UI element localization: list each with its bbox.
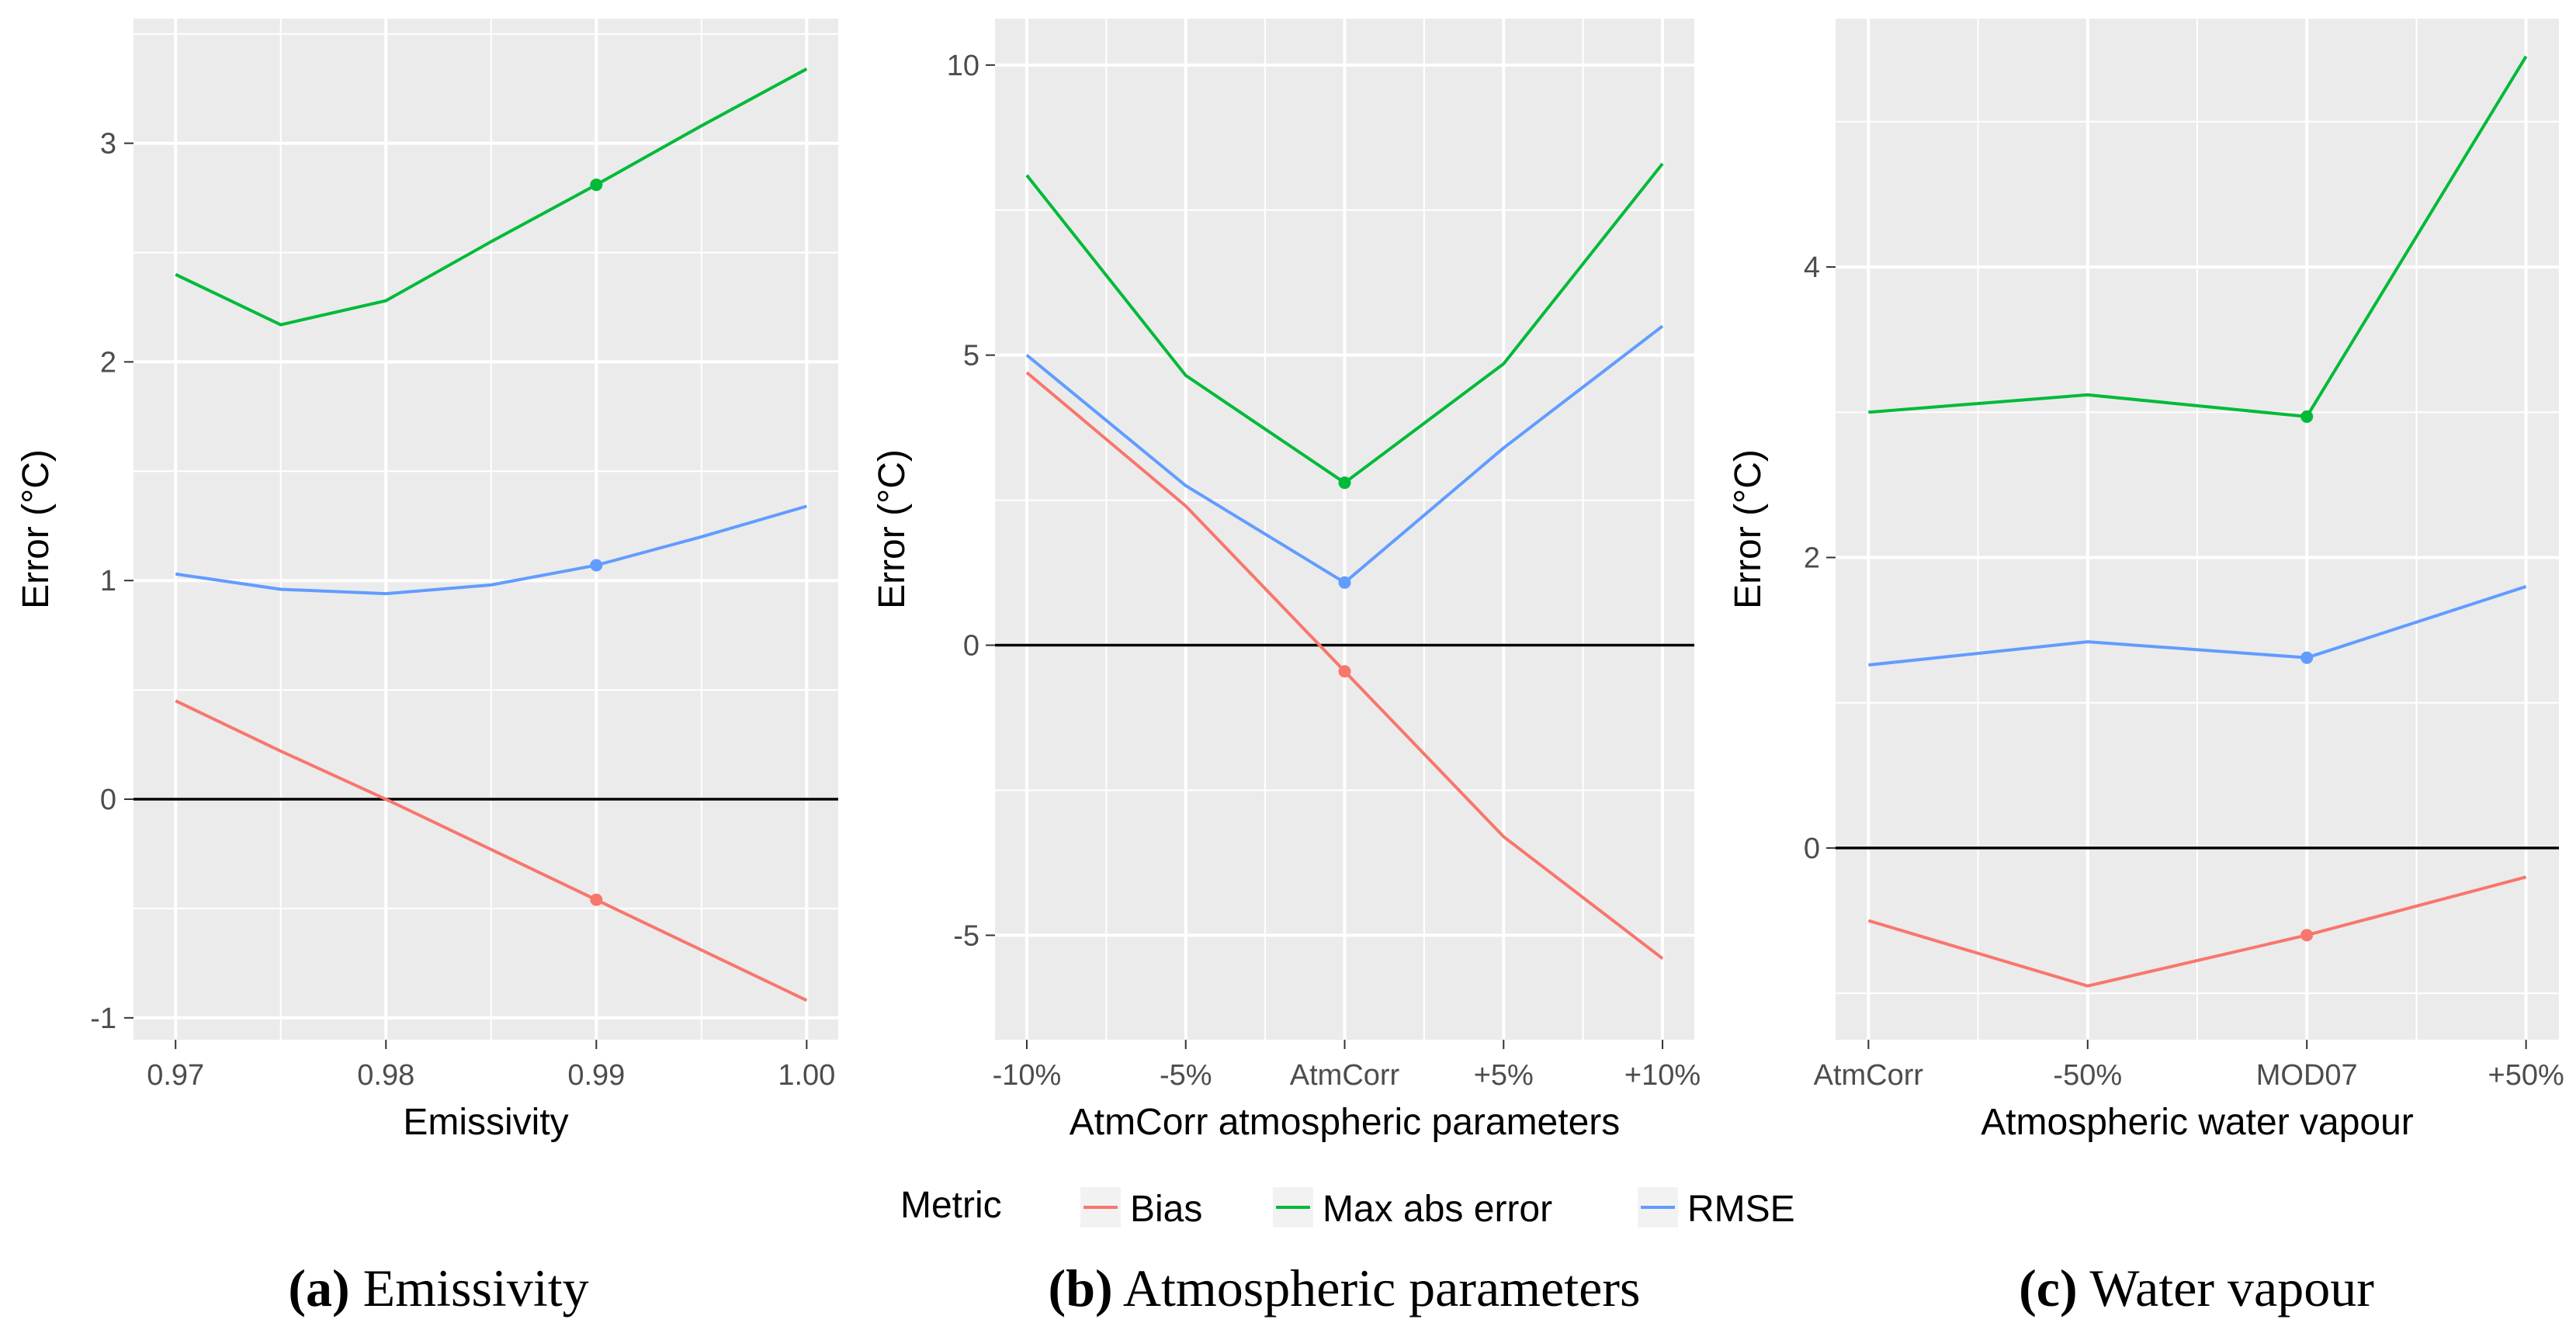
highlight-point-rmse xyxy=(590,559,603,572)
caption-label: (c) xyxy=(2019,1259,2077,1317)
panel-a: 0.97 0.98 0.99 1.00 -1 0 1 2 3 Emissivity Error (°… xyxy=(16,19,838,1143)
series-line-bias xyxy=(1867,875,2527,988)
x-tick-label: +5% xyxy=(1474,1059,1534,1092)
caption-title: Water vapour xyxy=(2078,1259,2375,1317)
panel-caption: (a) Emissivity xyxy=(288,1259,588,1317)
highlight-point-max_abs_error xyxy=(2300,410,2314,423)
y-tick-label: -1 xyxy=(90,1002,116,1035)
series-line-rmse xyxy=(175,504,807,596)
highlight-point-rmse xyxy=(1338,576,1351,589)
highlight-point-max_abs_error xyxy=(1338,476,1351,490)
y-tick-label: 0 xyxy=(963,630,979,663)
series-line-rmse xyxy=(1868,585,2527,667)
caption-label: (a) xyxy=(288,1259,349,1317)
x-tick-label: 1.00 xyxy=(778,1059,835,1092)
panel-c: AtmCorr -50% MOD07 +50% 0 2 4 Atmospheric water… xyxy=(1728,19,2564,1143)
x-tick-label: AtmCorr xyxy=(1814,1059,1924,1092)
y-tick-label: 0 xyxy=(1804,833,1820,865)
x-axis-title: AtmCorr atmospheric parameters xyxy=(1070,1102,1621,1143)
y-tick-label: -5 xyxy=(953,919,979,952)
highlight-point-bias xyxy=(590,893,603,906)
legend: Metric Bias Max abs error RMSE xyxy=(900,1185,1795,1230)
highlight-point-max_abs_error xyxy=(590,178,603,192)
panel-caption: (c) Water vapour xyxy=(2019,1259,2374,1317)
caption-title: Atmospheric parameters xyxy=(1113,1259,1641,1317)
legend-label: Max abs error xyxy=(1323,1189,1552,1230)
y-axis-title: Error (°C) xyxy=(16,449,57,609)
x-tick-label: 0.97 xyxy=(147,1059,204,1092)
legend-title: Metric xyxy=(900,1185,1002,1226)
y-tick-label: 3 xyxy=(100,128,116,161)
x-axis-title: Atmospheric water vapour xyxy=(1981,1102,2414,1143)
y-tick-label: 5 xyxy=(963,340,979,372)
y-tick-label: 1 xyxy=(100,565,116,597)
y-tick-label: 2 xyxy=(100,346,116,379)
highlight-point-bias xyxy=(1338,665,1351,678)
x-tick-label: MOD07 xyxy=(2256,1059,2358,1092)
series-line-bias xyxy=(175,699,808,1002)
highlight-point-rmse xyxy=(2300,651,2314,664)
y-tick-label: 0 xyxy=(100,784,116,816)
x-tick-label: +50% xyxy=(2488,1059,2564,1092)
legend-label: Bias xyxy=(1130,1189,1202,1230)
panel-caption: (b) Atmospheric parameters xyxy=(1049,1259,1641,1317)
series-line-max_abs_error xyxy=(1868,55,2528,418)
caption-title: Emissivity xyxy=(350,1259,589,1317)
highlight-point-bias xyxy=(2300,929,2314,942)
legend-item-bias: Bias xyxy=(1080,1187,1202,1230)
panel-b: -10% -5% AtmCorr +5% +10% -5 0 5 10 AtmCorr atmos… xyxy=(872,19,1701,1143)
series-line-max_abs_error xyxy=(175,68,808,327)
x-tick-label: 0.98 xyxy=(357,1059,414,1092)
x-tick-label: AtmCorr xyxy=(1290,1059,1400,1092)
y-tick-label: 10 xyxy=(947,50,979,82)
x-tick-label: -50% xyxy=(2053,1059,2122,1092)
x-tick-label: -5% xyxy=(1160,1059,1212,1092)
y-axis-title: Error (°C) xyxy=(872,449,913,609)
y-axis-title: Error (°C) xyxy=(1728,449,1769,609)
panel-background xyxy=(133,19,838,1040)
legend-item-rmse: RMSE xyxy=(1638,1187,1795,1230)
x-tick-label: +10% xyxy=(1624,1059,1701,1092)
caption-label: (b) xyxy=(1049,1259,1113,1317)
y-tick-label: 2 xyxy=(1804,542,1820,575)
x-tick-label: 0.99 xyxy=(567,1059,625,1092)
legend-item-max_abs_error: Max abs error xyxy=(1273,1187,1552,1230)
y-tick-label: 4 xyxy=(1804,251,1820,284)
x-axis-title: Emissivity xyxy=(403,1102,568,1143)
legend-label: RMSE xyxy=(1687,1189,1795,1230)
x-tick-label: -10% xyxy=(993,1059,1062,1092)
